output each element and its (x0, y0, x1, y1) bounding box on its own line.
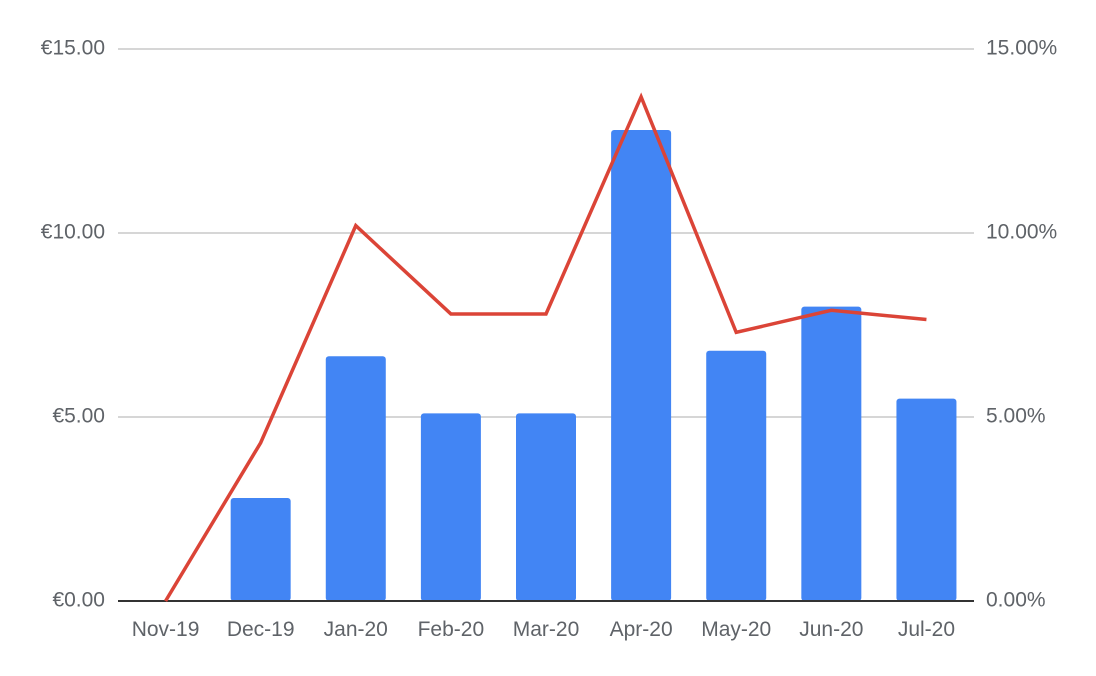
y-right-tick-label: 0.00% (986, 589, 1046, 612)
bar (420, 413, 481, 601)
bar (230, 497, 291, 601)
x-tick-label: Dec-19 (227, 618, 295, 641)
bar (611, 129, 672, 601)
y-left-tick-label: €0.00 (52, 589, 105, 612)
x-tick-label: Jul-20 (898, 618, 955, 641)
bar-series (230, 129, 957, 601)
y-right-tick-label: 15.00% (986, 37, 1057, 60)
y-left-tick-label: €5.00 (52, 405, 105, 428)
x-tick-label: May-20 (701, 618, 771, 641)
line-series-path (164, 92, 927, 602)
x-tick-label: Feb-20 (418, 618, 485, 641)
tick-labels: €0.00 €5.00 €10.00 €15.00 0.00% 5.00% 10.00% 15… (41, 37, 1057, 641)
bar (325, 356, 386, 601)
y-left-tick-label: €10.00 (41, 221, 105, 244)
y-right-tick-label: 10.00% (986, 221, 1057, 244)
x-tick-label: Nov-19 (132, 618, 200, 641)
bar (896, 398, 957, 601)
x-tick-label: Jan-20 (324, 618, 388, 641)
x-tick-label: Apr-20 (610, 618, 673, 641)
bar (706, 350, 767, 601)
y-right-tick-label: 5.00% (986, 405, 1046, 428)
x-tick-label: Mar-20 (513, 618, 580, 641)
bar (801, 306, 862, 601)
line-series (164, 92, 927, 602)
bar (516, 413, 576, 601)
x-tick-label: Jun-20 (799, 618, 863, 641)
y-left-tick-label: €15.00 (41, 37, 105, 60)
